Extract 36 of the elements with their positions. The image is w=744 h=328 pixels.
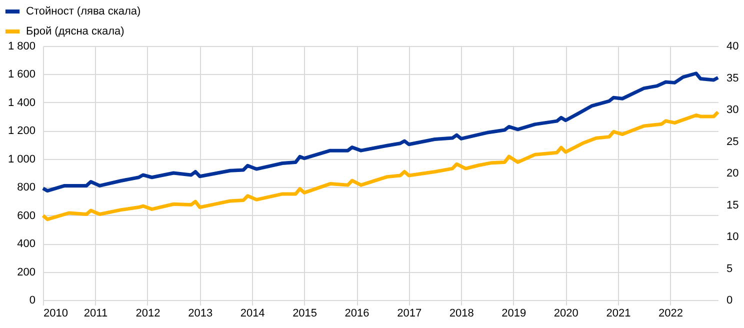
x-tick-label: 2011 [84, 308, 108, 320]
y2-tick-label: 10 [726, 231, 739, 243]
x-tick-label: 2019 [502, 308, 526, 320]
legend-label: Брой (дясна скала) [26, 26, 124, 38]
y2-tick-label: 25 [726, 136, 739, 148]
y-tick-label: 1 800 [8, 40, 36, 52]
y2-tick-label: 5 [726, 262, 733, 275]
y2-tick-label: 0 [726, 294, 733, 306]
legend-label: Стойност (лява скала) [26, 6, 141, 18]
x-tick-label: 2020 [554, 308, 578, 320]
x-tick-label: 2016 [344, 308, 370, 320]
x-tick-label: 2017 [397, 308, 422, 320]
y-tick-label: 1 600 [8, 68, 36, 81]
y-tick-label: 400 [17, 238, 36, 250]
y2-tick-label: 20 [726, 168, 739, 180]
y-tick-label: 1 000 [8, 153, 36, 166]
x-tick-label: 2021 [606, 308, 631, 320]
y-tick-label: 600 [17, 210, 36, 222]
y2-tick-label: 30 [726, 104, 739, 116]
y2-tick-label: 40 [726, 40, 739, 52]
y-tick-label: 800 [17, 182, 36, 194]
x-tick-label: 2018 [449, 308, 474, 320]
x-tick-label: 2012 [136, 308, 160, 320]
y-tick-label: 1 200 [8, 125, 36, 138]
line-series [41, 110, 720, 222]
x-tick-label: 2013 [188, 308, 213, 320]
x-tick-label: 2010 [44, 308, 68, 320]
x-tick-label: 2014 [240, 308, 265, 320]
y-tick-label: 200 [17, 266, 36, 278]
y-tick-label: 1 400 [8, 96, 36, 109]
y2-tick-label: 15 [726, 199, 739, 212]
y2-tick-label: 35 [726, 72, 739, 84]
x-tick-label: 2015 [292, 308, 318, 320]
line-series [41, 72, 720, 193]
y-tick-label: 0 [29, 294, 36, 306]
x-tick-label: 2022 [658, 308, 683, 320]
